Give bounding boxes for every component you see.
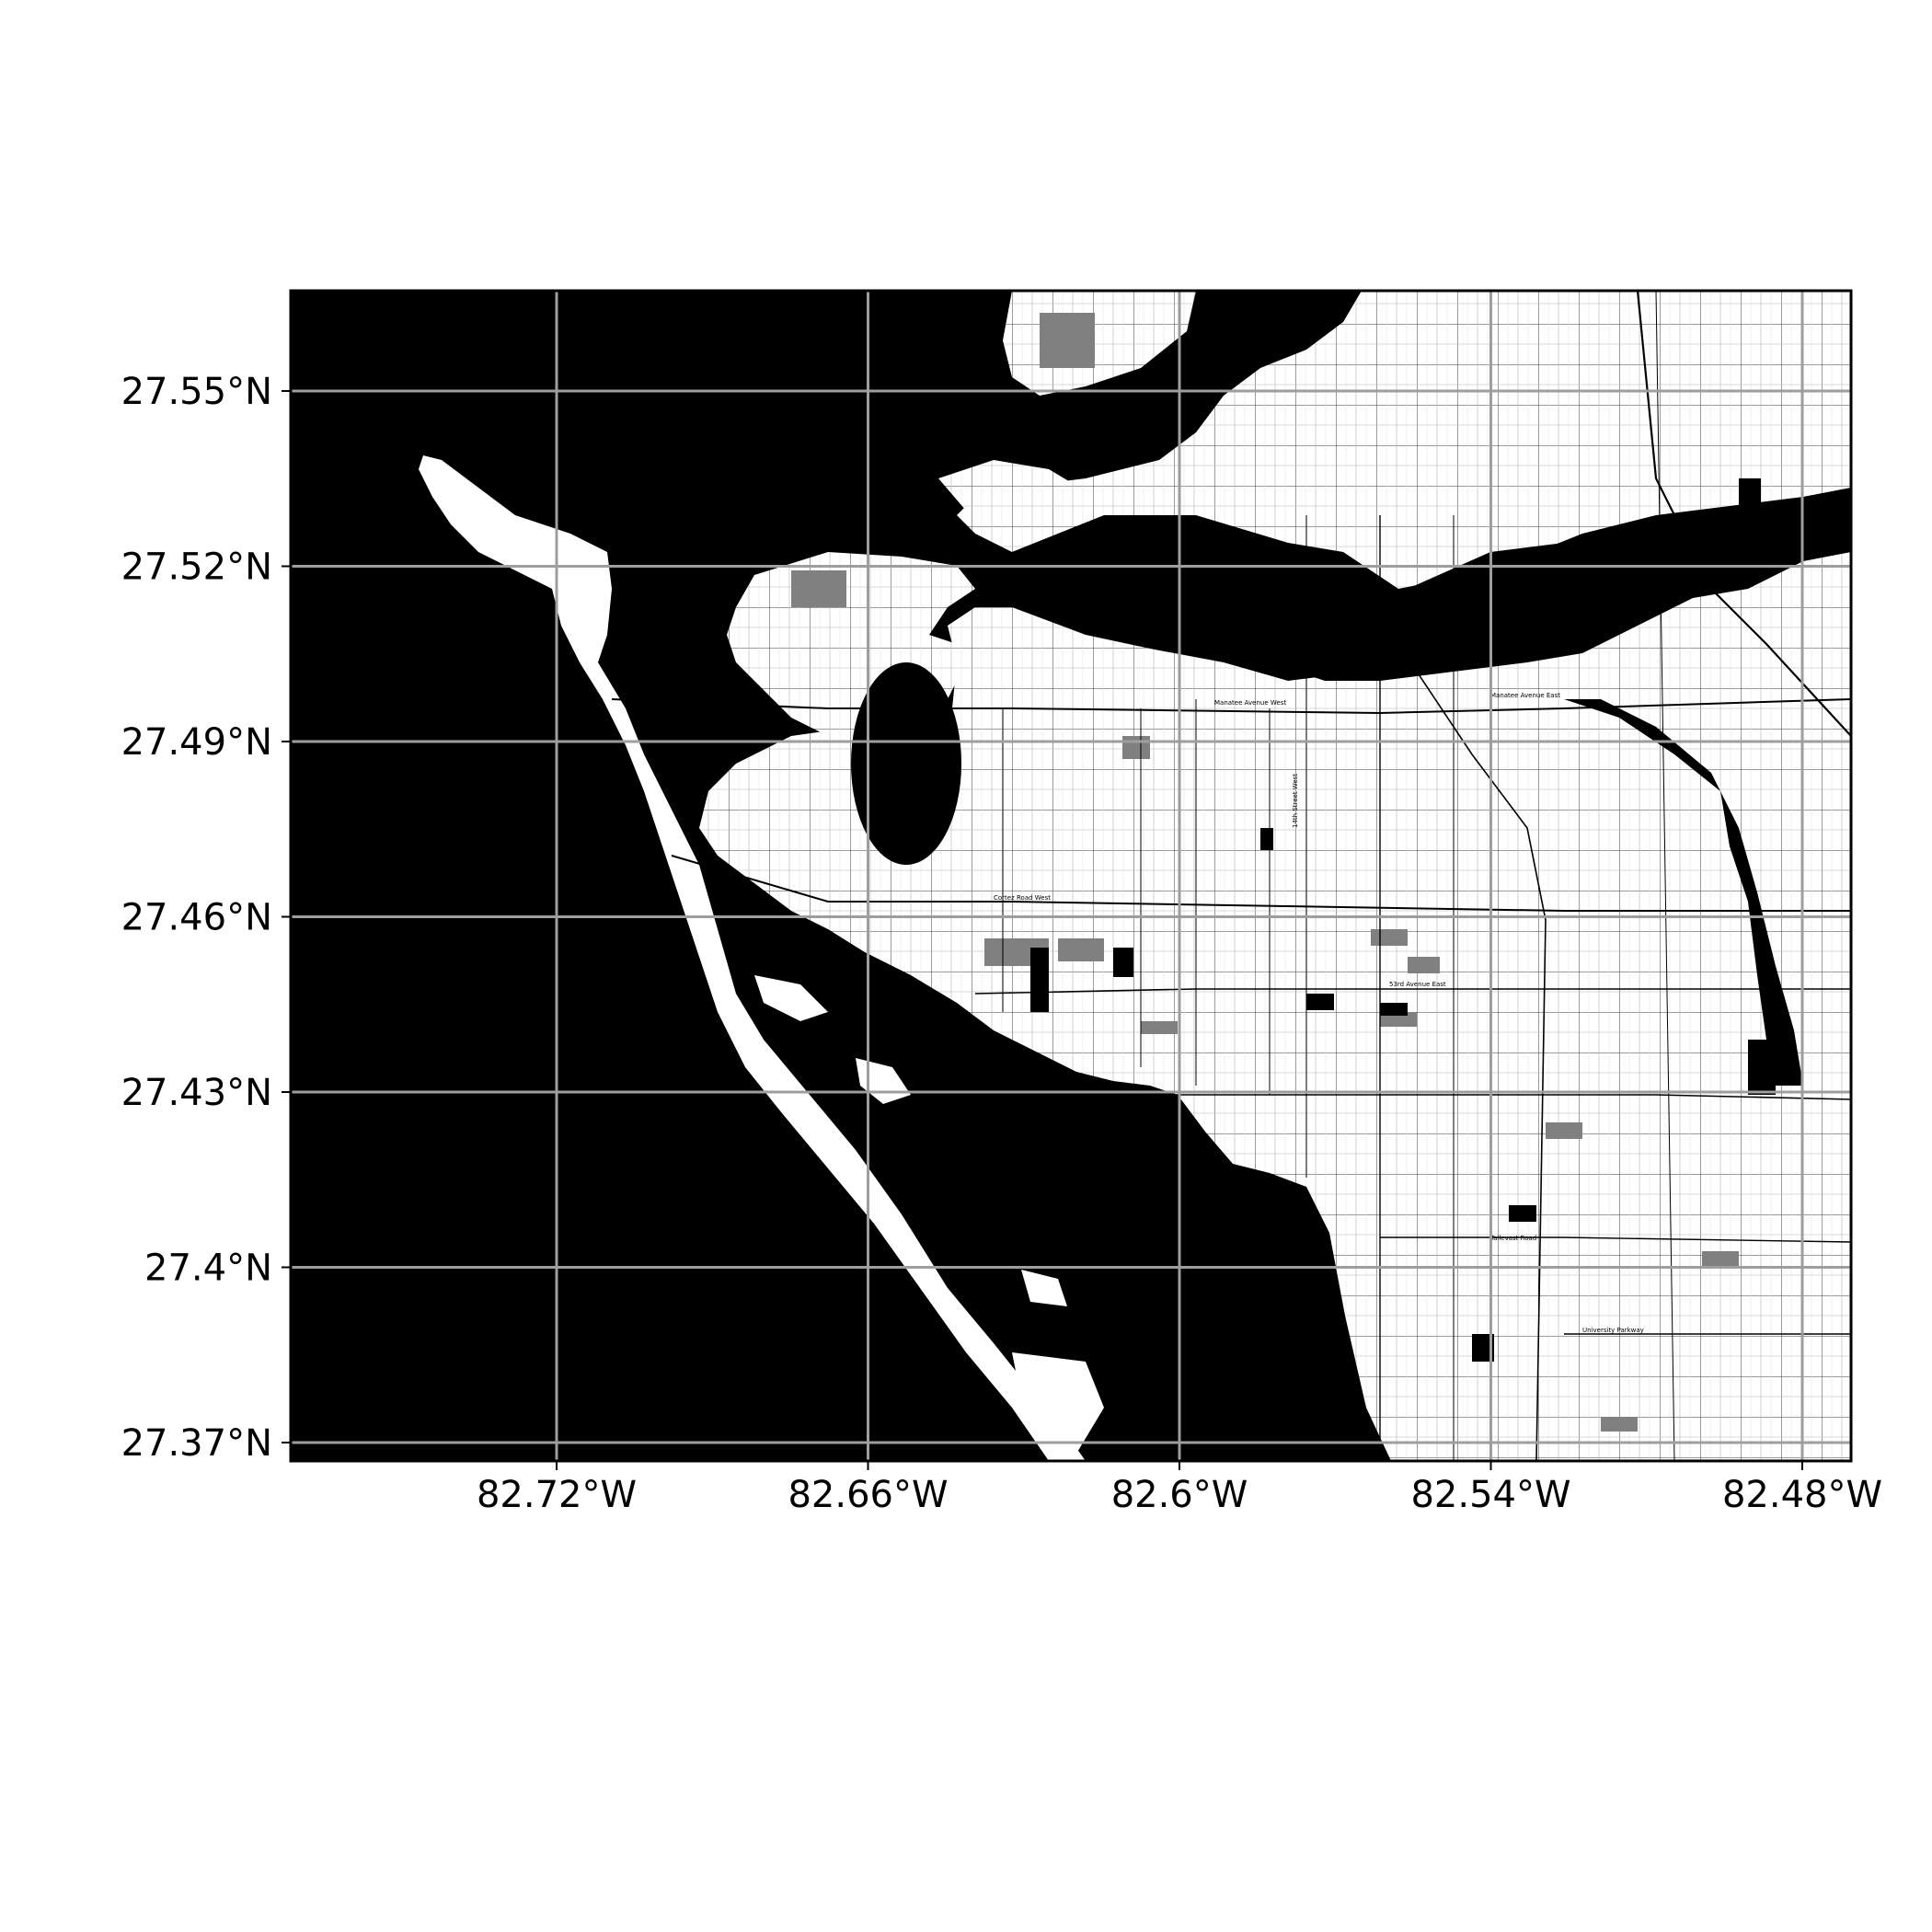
street-label: Tallevast Road	[1489, 1235, 1536, 1242]
street-label: 53rd Avenue East	[1389, 981, 1446, 988]
braden-river	[1564, 699, 1803, 1086]
bay-island	[754, 975, 828, 1021]
latitude-tick-label: 27.43°N	[121, 1072, 272, 1114]
longitude-tick-label: 82.66°W	[788, 1474, 948, 1516]
latitude-tick-label: 27.46°N	[121, 897, 272, 939]
map-frame	[289, 289, 1853, 1463]
bay-island	[1012, 1352, 1104, 1454]
latitude-tick-label: 27.49°N	[121, 721, 272, 764]
street-label: Manatee Avenue East	[1490, 692, 1560, 699]
street-label: University Parkway	[1582, 1327, 1644, 1334]
manatee-river	[1012, 488, 1851, 681]
map-plot-area: Manatee Avenue West Manatee Avenue East …	[291, 291, 1851, 1461]
latitude-tick-labels: 27.55°N 27.52°N 27.49°N 27.46°N 27.43°N 27.4°…	[121, 371, 291, 1465]
latitude-tick-label: 27.4°N	[144, 1248, 272, 1290]
latitude-tick-label: 27.37°N	[121, 1422, 272, 1465]
bay-island	[1021, 1270, 1067, 1306]
street-label: Manatee Avenue West	[1214, 699, 1286, 707]
latitude-tick-label: 27.55°N	[121, 371, 272, 413]
northeast-point	[938, 460, 1095, 515]
street-label: Cortez Road West	[994, 894, 1051, 902]
mainland	[699, 291, 1851, 1461]
graticule	[291, 291, 1851, 1461]
longitude-tick-label: 82.48°W	[1722, 1474, 1882, 1516]
longitude-tick-label: 82.6°W	[1111, 1474, 1248, 1516]
major-roads	[611, 291, 1851, 1461]
longitude-tick-label: 82.54°W	[1410, 1474, 1570, 1516]
street-label: 14th Street West	[1292, 774, 1299, 828]
latitude-tick-label: 27.52°N	[121, 546, 272, 589]
longitude-tick-labels: 82.72°W 82.66°W 82.6°W 82.54°W 82.48°W	[477, 1461, 1882, 1516]
lakes-ponds	[1030, 478, 1776, 1362]
lake	[851, 662, 961, 865]
longitude-tick-label: 82.72°W	[477, 1474, 637, 1516]
